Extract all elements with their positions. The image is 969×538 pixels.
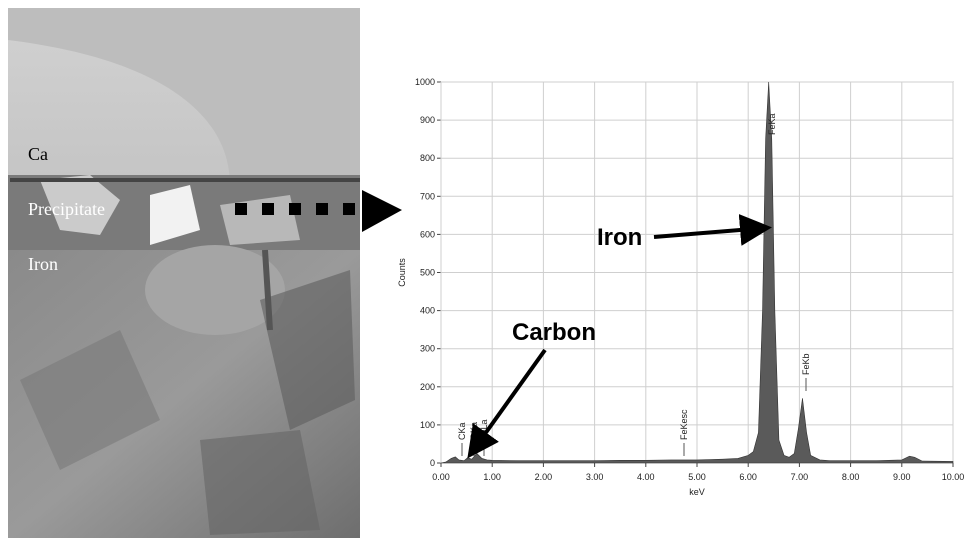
iron-arrow <box>653 214 772 246</box>
label-precipitate: Precipitate <box>28 199 105 219</box>
y-tick-label: 500 <box>420 268 435 278</box>
carbon-arrow <box>467 348 547 459</box>
peak-label: OKa <box>469 422 479 440</box>
peak-label: FeKa <box>767 113 777 135</box>
x-tick-label: 1.00 <box>483 472 501 482</box>
x-tick-label: 8.00 <box>842 472 860 482</box>
x-tick-label: 3.00 <box>586 472 604 482</box>
label-ca: Ca <box>28 144 48 164</box>
y-tick-label: 600 <box>420 229 435 239</box>
annotation: Iron <box>597 224 642 251</box>
x-tick-label: 9.00 <box>893 472 911 482</box>
spectrum-chart: 0 100 200 300 400 500 600 700 800 900 1000 0.00 1.00… <box>397 77 964 497</box>
annotation: Carbon <box>512 319 596 346</box>
x-tick-label: 0.00 <box>432 472 450 482</box>
peak-label: CKa <box>457 422 467 440</box>
label-iron: Iron <box>28 254 58 274</box>
x-tick-label: 5.00 <box>688 472 706 482</box>
y-tick-label: 1000 <box>415 77 435 87</box>
y-tick-label: 0 <box>430 458 435 468</box>
y-tick-label: 800 <box>420 153 435 163</box>
x-tick-label: 10.00 <box>942 472 965 482</box>
x-tick-label: 7.00 <box>791 472 809 482</box>
y-tick-label: 700 <box>420 191 435 201</box>
peak-label: FeKesc <box>679 409 689 440</box>
y-tick-label: 300 <box>420 344 435 354</box>
micrograph <box>8 8 360 538</box>
y-tick-label: 100 <box>420 420 435 430</box>
x-tick-label: 2.00 <box>535 472 553 482</box>
x-tick-label: 4.00 <box>637 472 655 482</box>
dotted-arrow <box>235 190 402 232</box>
x-axis-label: keV <box>689 487 705 497</box>
x-tick-label: 6.00 <box>739 472 757 482</box>
y-tick-label: 900 <box>420 115 435 125</box>
y-axis-label: Counts <box>397 258 407 287</box>
y-tick-label: 200 <box>420 382 435 392</box>
peak-label: FeKb <box>801 353 811 375</box>
y-tick-label: 400 <box>420 306 435 316</box>
